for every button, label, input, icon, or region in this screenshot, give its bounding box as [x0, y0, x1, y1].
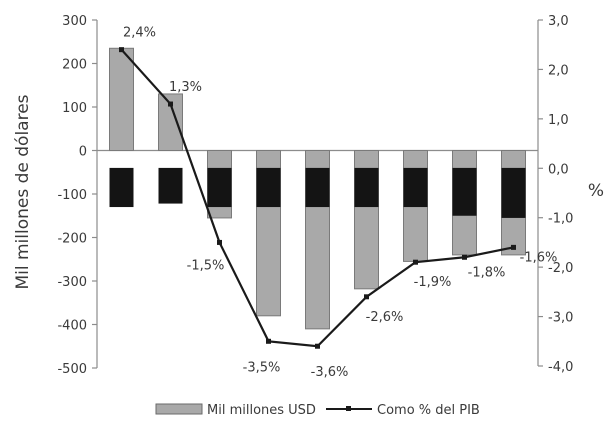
bar-dark-band: [354, 167, 379, 208]
y2-tick-label: -1,0: [548, 212, 573, 227]
y2-tick-label: 2,0: [548, 63, 569, 78]
legend-line-label: Como % del PIB: [377, 403, 480, 418]
y2-tick-label: -3,0: [548, 311, 573, 326]
y-tick-label: 0: [79, 145, 87, 160]
y-axis-label: Mil millones de dólares: [13, 94, 33, 289]
bar: [109, 47, 134, 151]
line-point: [511, 244, 516, 250]
line-series: [119, 47, 516, 349]
y-tick-label: 200: [62, 58, 87, 73]
line-point: [462, 254, 467, 260]
bar-dark-band: [158, 167, 183, 204]
y2-axis-label: %: [588, 181, 604, 201]
data-label: -1,8%: [468, 265, 506, 280]
y2-tick-label: -4,0: [548, 360, 573, 375]
y2-tick-label: 0,0: [548, 162, 569, 177]
data-label: -2,6%: [366, 310, 404, 325]
y-tick-label: -500: [57, 362, 87, 377]
y2-tick-label: 3,0: [548, 14, 569, 29]
bar-dark-band: [501, 167, 526, 218]
legend-line-marker: [346, 406, 351, 411]
bar-dark-band: [403, 167, 428, 208]
data-label: -1,5%: [187, 258, 225, 273]
y-tick-label: -400: [57, 319, 87, 334]
line-point: [168, 101, 173, 107]
bar-dark-band: [207, 167, 232, 208]
line-point: [217, 239, 222, 245]
line-point: [413, 259, 418, 265]
bar-dark-band: [256, 167, 281, 208]
y-tick-label: -200: [57, 232, 87, 247]
line-point: [364, 294, 369, 300]
y2-tick-label: -2,0: [548, 261, 573, 276]
data-label: -3,6%: [311, 365, 349, 380]
data-label: -3,5%: [243, 360, 281, 375]
y-tick-label: -100: [57, 188, 87, 203]
bar-series: [109, 47, 526, 330]
data-label: 1,3%: [169, 80, 202, 95]
line-point: [266, 338, 271, 344]
data-label: -1,9%: [414, 275, 452, 290]
line-point: [119, 47, 124, 53]
legend: Mil millones USD Como % del PIB: [155, 403, 480, 418]
line-point: [315, 343, 320, 349]
bar-dark-band: [452, 167, 477, 216]
bar-dark-band: [305, 167, 330, 208]
data-label: -1,6%: [520, 250, 558, 265]
data-label: 2,4%: [123, 26, 156, 41]
y-tick-label: 100: [62, 101, 87, 116]
legend-bar-label: Mil millones USD: [207, 403, 316, 418]
data-labels: 2,4% 1,3% -1,5% -3,5% -3,6% -2,6% -1,9% -1,8% -1…: [123, 26, 557, 381]
bar-dark-band: [109, 167, 134, 208]
legend-bar-swatch: [155, 403, 203, 415]
y-tick-label: 300: [62, 14, 87, 29]
y2-tick-label: 1,0: [548, 113, 569, 128]
y-tick-label: -300: [57, 275, 87, 290]
